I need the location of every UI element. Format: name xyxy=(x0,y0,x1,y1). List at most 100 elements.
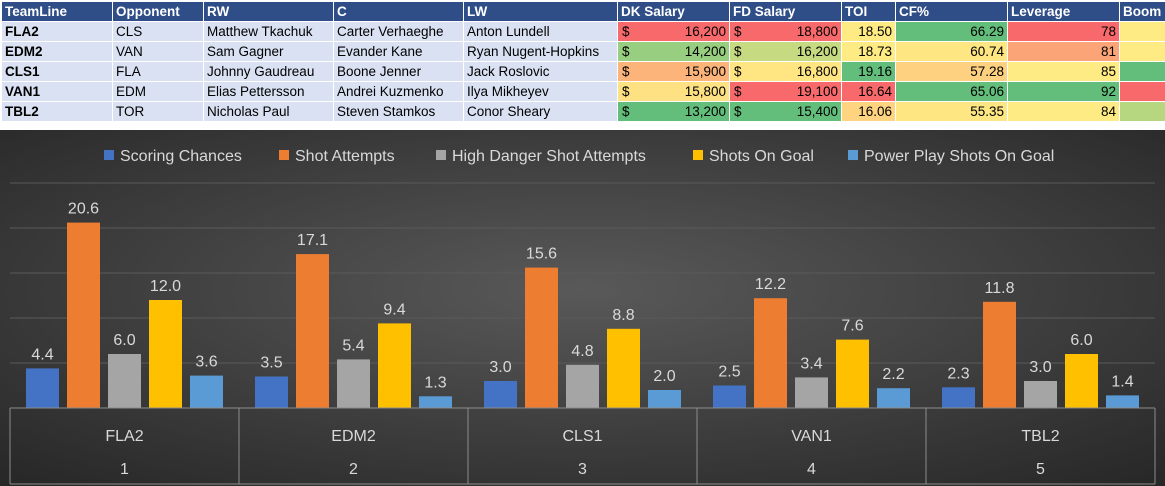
cell-teamline: VAN1 xyxy=(1,81,113,102)
bar-scoring-chances xyxy=(713,385,746,408)
bar-high-danger-shot-attempts xyxy=(795,377,828,408)
salary-value: 19,100 xyxy=(796,84,838,99)
cell-fd: $16,200 xyxy=(729,41,842,62)
currency-symbol: $ xyxy=(622,24,630,39)
bar-scoring-chances xyxy=(484,381,517,408)
category-label: VAN1 xyxy=(791,428,832,445)
table-row: EDM2 VAN Sam Gagner Evander Kane Ryan Nugent… xyxy=(1,41,1165,62)
currency-symbol: $ xyxy=(622,44,630,59)
data-label: 5.4 xyxy=(342,337,364,354)
cell-c: Evander Kane xyxy=(333,41,464,62)
bar-shots-on-goal xyxy=(1065,354,1098,408)
bar-power-play-shots-on-goal xyxy=(877,388,910,408)
cell-fd: $19,100 xyxy=(729,81,842,102)
cell-leverage: 81 xyxy=(1007,41,1120,62)
cell-rw: Sam Gagner xyxy=(203,41,334,62)
category-rank: 3 xyxy=(578,461,587,478)
currency-symbol: $ xyxy=(622,64,630,79)
category-rank: 1 xyxy=(120,461,129,478)
bar-high-danger-shot-attempts xyxy=(337,359,370,408)
chart-legend: Scoring Chances Shot Attempts High Danger … xyxy=(104,148,1054,165)
cell-boom: 0.95 xyxy=(1119,61,1165,82)
cell-opponent: VAN xyxy=(112,41,204,62)
data-label: 2.5 xyxy=(718,364,740,381)
salary-value: 16,200 xyxy=(796,44,838,59)
bar-shot-attempts xyxy=(525,267,558,408)
column-header: RW xyxy=(203,1,334,22)
data-label: 3.5 xyxy=(260,355,282,372)
legend-swatch xyxy=(848,150,858,160)
cell-fd: $18,800 xyxy=(729,21,842,42)
legend-swatch xyxy=(104,150,114,160)
data-label: 3.0 xyxy=(1029,359,1051,376)
cell-teamline: FLA2 xyxy=(1,21,113,42)
category-axis: FLA2 1 EDM2 2 CLS1 3 VAN1 4 TBL2 5 xyxy=(9,407,1156,485)
bar-scoring-chances xyxy=(26,368,59,408)
bar-shot-attempts xyxy=(296,254,329,408)
cell-boom: 0.85 xyxy=(1119,81,1165,102)
data-label: 3.4 xyxy=(800,355,822,372)
category-rank: 2 xyxy=(349,461,358,478)
currency-symbol: $ xyxy=(622,104,630,119)
cell-teamline: EDM2 xyxy=(1,41,113,62)
bar-power-play-shots-on-goal xyxy=(190,375,223,408)
bar-high-danger-shot-attempts xyxy=(108,354,141,408)
data-label: 15.6 xyxy=(526,246,557,263)
column-header: C xyxy=(333,1,464,22)
data-label: 17.1 xyxy=(297,232,328,249)
data-label: 1.3 xyxy=(424,374,446,391)
salary-value: 15,400 xyxy=(796,104,838,119)
cell-toi: 18.50 xyxy=(841,21,896,42)
data-label: 2.3 xyxy=(947,365,969,382)
bar-high-danger-shot-attempts xyxy=(1024,381,1057,408)
column-header: FD Salary xyxy=(729,1,842,22)
data-label: 3.6 xyxy=(195,354,217,371)
currency-symbol: $ xyxy=(734,104,742,119)
cell-rw: Johnny Gaudreau xyxy=(203,61,334,82)
legend-swatch xyxy=(693,150,703,160)
cell-c: Andrei Kuzmenko xyxy=(333,81,464,102)
column-header: CF% xyxy=(895,1,1008,22)
cell-boom: 0.96 xyxy=(1119,101,1165,122)
legend-label: High Danger Shot Attempts xyxy=(452,148,646,165)
column-header: TeamLine xyxy=(1,1,113,22)
data-label: 2.2 xyxy=(882,366,904,383)
data-label: 20.6 xyxy=(68,201,99,218)
legend-swatch xyxy=(279,150,289,160)
data-label: 8.8 xyxy=(612,307,634,324)
cell-dk: $13,200 xyxy=(617,101,730,122)
legend-swatch xyxy=(436,150,446,160)
cell-lw: Jack Roslovic xyxy=(463,61,618,82)
cell-leverage: 84 xyxy=(1007,101,1120,122)
data-label: 7.6 xyxy=(841,318,863,335)
data-label: 6.0 xyxy=(113,332,135,349)
cell-teamline: CLS1 xyxy=(1,61,113,82)
data-label: 2.0 xyxy=(653,368,675,385)
chart-background xyxy=(0,130,1165,486)
bar-scoring-chances xyxy=(255,376,288,408)
bar-power-play-shots-on-goal xyxy=(1106,395,1139,408)
category-rank: 4 xyxy=(807,461,816,478)
header-row: TeamLine Opponent RW C LW DK Salary FD Salary T… xyxy=(1,1,1165,22)
gridlines xyxy=(10,182,1155,364)
bar-shot-attempts xyxy=(754,298,787,408)
legend-label: Shot Attempts xyxy=(295,148,395,165)
bar-shots-on-goal xyxy=(836,339,869,408)
table-row: FLA2 CLS Matthew Tkachuk Carter Verhaeghe An… xyxy=(1,21,1165,42)
cell-rw: Matthew Tkachuk xyxy=(203,21,334,42)
cell-fd: $15,400 xyxy=(729,101,842,122)
cell-lw: Anton Lundell xyxy=(463,21,618,42)
bar-power-play-shots-on-goal xyxy=(648,390,681,408)
cell-dk: $14,200 xyxy=(617,41,730,62)
category-label: TBL2 xyxy=(1021,428,1059,445)
cell-toi: 16.64 xyxy=(841,81,896,102)
cell-c: Boone Jenner xyxy=(333,61,464,82)
data-label: 3.0 xyxy=(489,359,511,376)
cell-cf: 55.35 xyxy=(895,101,1008,122)
data-label: 6.0 xyxy=(1070,332,1092,349)
cell-boom: 0.94 xyxy=(1119,21,1165,42)
salary-value: 15,900 xyxy=(684,64,726,79)
cell-lw: Ilya Mikheyev xyxy=(463,81,618,102)
currency-symbol: $ xyxy=(734,64,742,79)
data-label: 9.4 xyxy=(383,301,405,318)
